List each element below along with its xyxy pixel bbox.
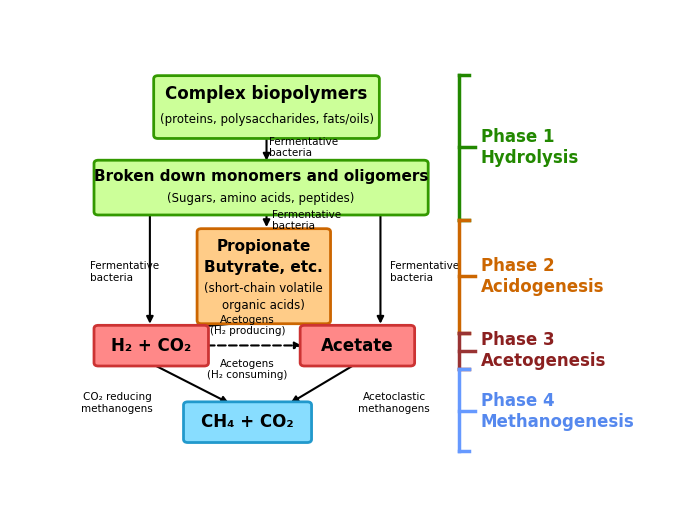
- FancyBboxPatch shape: [154, 76, 379, 139]
- FancyBboxPatch shape: [94, 325, 209, 366]
- Text: Broken down monomers and oligomers: Broken down monomers and oligomers: [94, 169, 428, 184]
- Text: Acetogens
(H₂ producing): Acetogens (H₂ producing): [210, 314, 286, 336]
- Text: organic acids): organic acids): [223, 299, 305, 312]
- Text: Phase 4
Methanogenesis: Phase 4 Methanogenesis: [481, 392, 635, 430]
- FancyBboxPatch shape: [300, 325, 414, 366]
- Text: (proteins, polysaccharides, fats/oils): (proteins, polysaccharides, fats/oils): [160, 112, 374, 126]
- Text: Acetogens
(H₂ consuming): Acetogens (H₂ consuming): [207, 359, 288, 380]
- Text: Fermentative
bacteria: Fermentative bacteria: [270, 137, 338, 158]
- Text: H₂ + CO₂: H₂ + CO₂: [111, 337, 191, 355]
- FancyBboxPatch shape: [94, 160, 428, 215]
- Text: Phase 1
Hydrolysis: Phase 1 Hydrolysis: [481, 128, 579, 167]
- Text: Fermentative
bacteria: Fermentative bacteria: [390, 262, 459, 283]
- Text: Fermentative
bacteria: Fermentative bacteria: [90, 262, 160, 283]
- Text: Propionate: Propionate: [216, 240, 311, 254]
- Text: Phase 2
Acidogenesis: Phase 2 Acidogenesis: [481, 257, 604, 295]
- Text: CO₂ reducing
methanogens: CO₂ reducing methanogens: [81, 392, 153, 414]
- Text: Butyrate, etc.: Butyrate, etc.: [204, 260, 323, 275]
- Text: Acetate: Acetate: [321, 337, 393, 355]
- FancyBboxPatch shape: [197, 229, 330, 324]
- Text: (Sugars, amino acids, peptides): (Sugars, amino acids, peptides): [167, 191, 355, 204]
- Text: Phase 3
Acetogenesis: Phase 3 Acetogenesis: [481, 331, 606, 370]
- Text: (short-chain volatile: (short-chain volatile: [204, 282, 323, 295]
- Text: CH₄ + CO₂: CH₄ + CO₂: [201, 413, 294, 431]
- Text: Complex biopolymers: Complex biopolymers: [165, 85, 368, 103]
- FancyBboxPatch shape: [183, 402, 312, 442]
- Text: Fermentative
bacteria: Fermentative bacteria: [272, 210, 341, 231]
- Text: Acetoclastic
methanogens: Acetoclastic methanogens: [358, 392, 430, 414]
